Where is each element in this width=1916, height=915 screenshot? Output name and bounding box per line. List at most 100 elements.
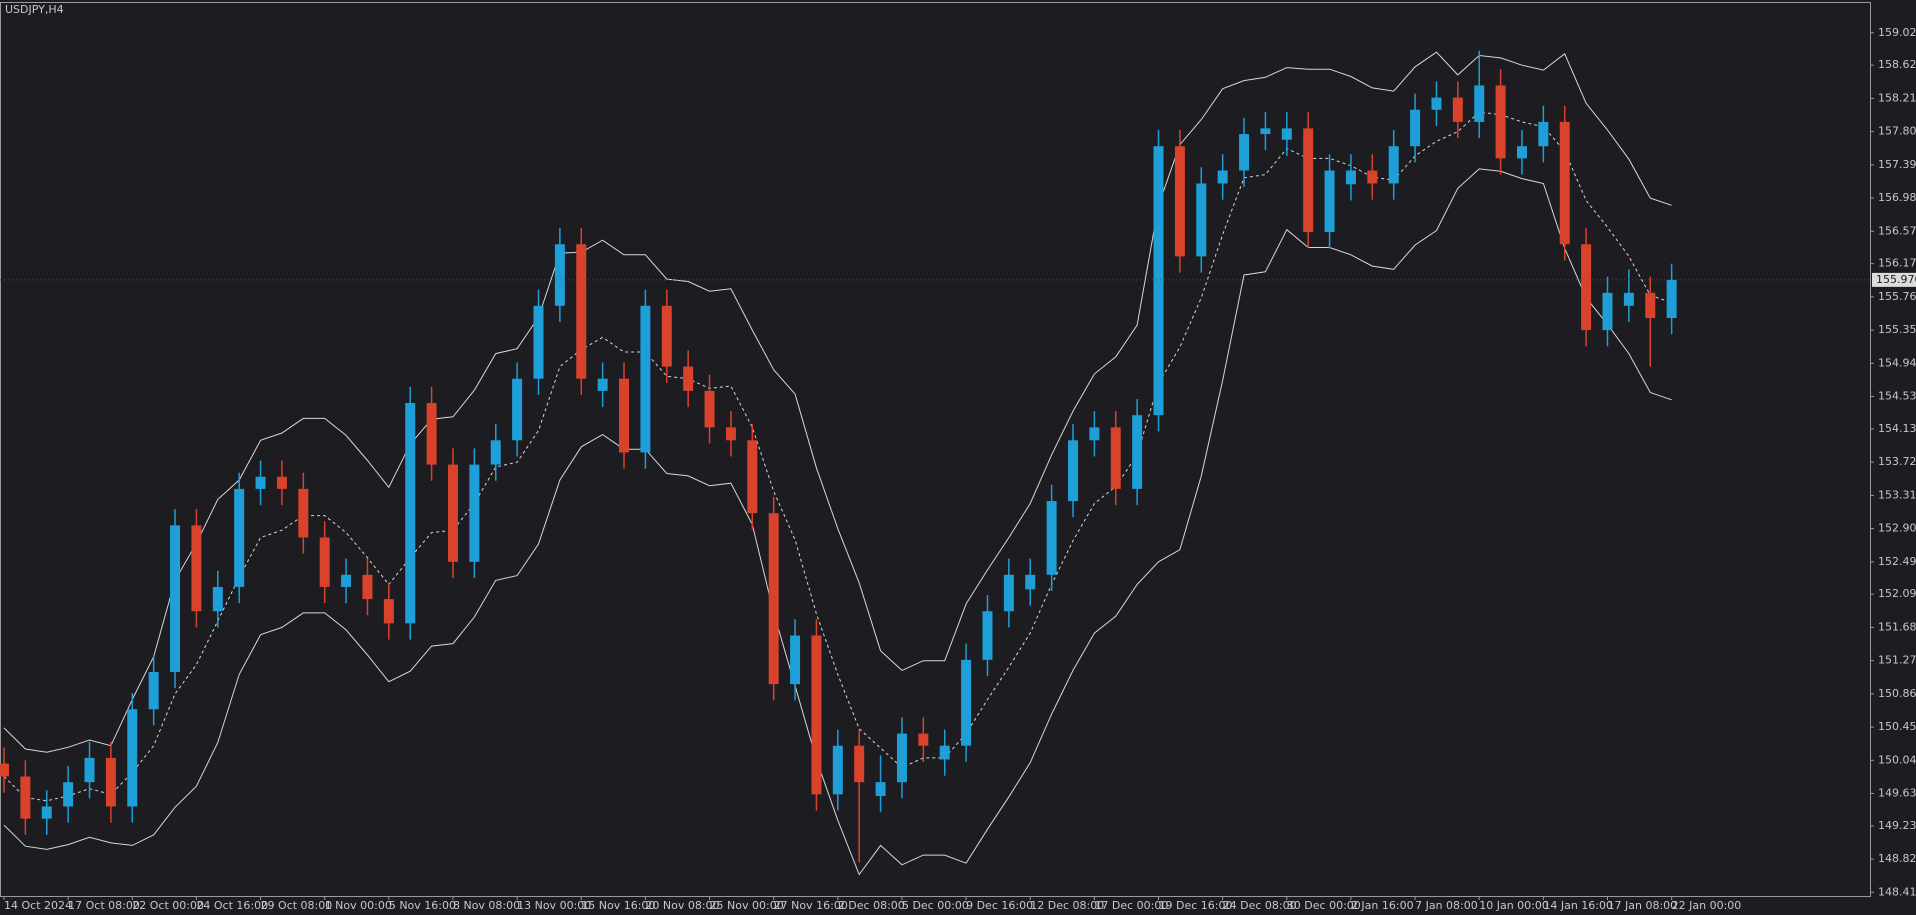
candle-body (191, 525, 202, 612)
candle-body (1559, 121, 1570, 245)
candle-body (1452, 97, 1463, 122)
candle-body (341, 574, 352, 587)
candle-body (84, 757, 95, 783)
candle-body (63, 782, 74, 807)
x-tick-label: 2 Dec 08:00 (838, 899, 905, 912)
y-tick-label: 150.450 (1878, 720, 1916, 733)
x-tick-label: 12 Dec 08:00 (1030, 899, 1104, 912)
y-tick-label: 156.980 (1878, 191, 1916, 204)
candle-body (811, 635, 822, 795)
candle-body (747, 440, 758, 514)
x-tick-label: 25 Nov 00:00 (710, 899, 784, 912)
candle-body (768, 513, 779, 685)
y-tick-label: 151.680 (1878, 620, 1916, 633)
candle-body (961, 659, 972, 746)
candle-body (319, 537, 330, 587)
x-tick-label: 14 Jan 16:00 (1543, 899, 1613, 912)
y-tick-label: 152.090 (1878, 587, 1916, 600)
plot-frame (0, 2, 1871, 897)
candle-body (426, 403, 437, 465)
candle-body (1516, 146, 1527, 159)
x-tick-label: 13 Nov 00:00 (517, 899, 591, 912)
candle-body (1260, 128, 1271, 135)
x-tick-label: 9 Dec 16:00 (966, 899, 1033, 912)
y-tick-label: 156.170 (1878, 257, 1916, 270)
candle-body (704, 390, 715, 428)
x-tick-label: 19 Dec 16:00 (1159, 899, 1233, 912)
candle-body (1345, 170, 1356, 185)
candle-body (1410, 109, 1421, 147)
candle-body (1367, 170, 1378, 184)
candle-body (1174, 146, 1185, 257)
x-tick-label: 20 Nov 08:00 (645, 899, 719, 912)
candle-body (0, 763, 9, 777)
candle-body (939, 745, 950, 760)
x-tick-label: 30 Dec 00:00 (1287, 899, 1361, 912)
band-lower (3, 168, 1672, 876)
candle-body (255, 476, 266, 489)
candle-body (1303, 128, 1314, 233)
candle-body (832, 745, 843, 795)
candle-body (918, 733, 929, 746)
x-tick-label: 10 Jan 00:00 (1479, 899, 1549, 912)
y-tick-label: 149.230 (1878, 819, 1916, 832)
candle-body (576, 244, 587, 379)
candle-body (148, 671, 159, 710)
candle-body (276, 476, 287, 489)
candle-body (405, 403, 416, 624)
x-tick-label: 8 Nov 08:00 (453, 899, 520, 912)
y-tick-label: 154.130 (1878, 422, 1916, 435)
candle-body (1474, 85, 1485, 122)
x-tick-label: 5 Dec 00:00 (902, 899, 969, 912)
x-tick-label: 17 Jan 08:00 (1608, 899, 1678, 912)
candle-body (1239, 134, 1250, 171)
x-tick-label: 22 Jan 00:00 (1672, 899, 1742, 912)
candle-body (41, 806, 52, 819)
x-tick-label: 17 Oct 08:00 (68, 899, 140, 912)
y-tick-label: 154.530 (1878, 390, 1916, 403)
candle-body (1281, 128, 1292, 140)
candle-body (212, 586, 223, 612)
candle-body (20, 776, 31, 819)
y-tick-label: 153.720 (1878, 455, 1916, 468)
candle-body (1003, 574, 1014, 612)
y-tick-label: 152.900 (1878, 522, 1916, 535)
x-tick-label: 7 Jan 08:00 (1415, 899, 1478, 912)
candle-body (683, 366, 694, 391)
candle-body (725, 427, 736, 441)
x-tick-label: 24 Oct 16:00 (196, 899, 268, 912)
x-tick-label: 1 Nov 00:00 (325, 899, 392, 912)
y-tick-label: 158.210 (1878, 91, 1916, 104)
candle-body (533, 305, 544, 379)
candle-body (383, 599, 394, 624)
last-price-box (1872, 272, 1916, 287)
y-tick-label: 159.020 (1878, 26, 1916, 39)
y-tick-label: 148.820 (1878, 852, 1916, 865)
candle-body (1581, 244, 1592, 331)
candle-body (298, 488, 309, 538)
candle-body (512, 378, 523, 441)
x-tick-label: 17 Dec 00:00 (1094, 899, 1168, 912)
candle-body (1324, 170, 1335, 233)
candle-body (127, 709, 138, 807)
candle-body (1132, 415, 1143, 489)
candle-body (1602, 292, 1613, 331)
candle-body (1623, 292, 1634, 306)
candle-body (1495, 85, 1506, 159)
candle-body (661, 305, 672, 367)
candle-body (790, 635, 801, 685)
y-tick-label: 151.270 (1878, 654, 1916, 667)
candle-body (469, 464, 480, 562)
y-tick-label: 155.350 (1878, 323, 1916, 336)
candle-body (875, 782, 886, 796)
candle-body (1217, 170, 1228, 184)
x-tick-label: 29 Oct 08:00 (261, 899, 333, 912)
candle-body (1196, 183, 1207, 257)
y-tick-label: 155.760 (1878, 290, 1916, 303)
y-tick-label: 156.570 (1878, 224, 1916, 237)
y-tick-label: 148.410 (1878, 885, 1916, 898)
x-tick-label: 5 Nov 16:00 (389, 899, 456, 912)
x-tick-label: 14 Oct 2024 (4, 899, 72, 912)
x-tick-label: 2 Jan 16:00 (1351, 899, 1414, 912)
candle-body (1666, 279, 1677, 318)
